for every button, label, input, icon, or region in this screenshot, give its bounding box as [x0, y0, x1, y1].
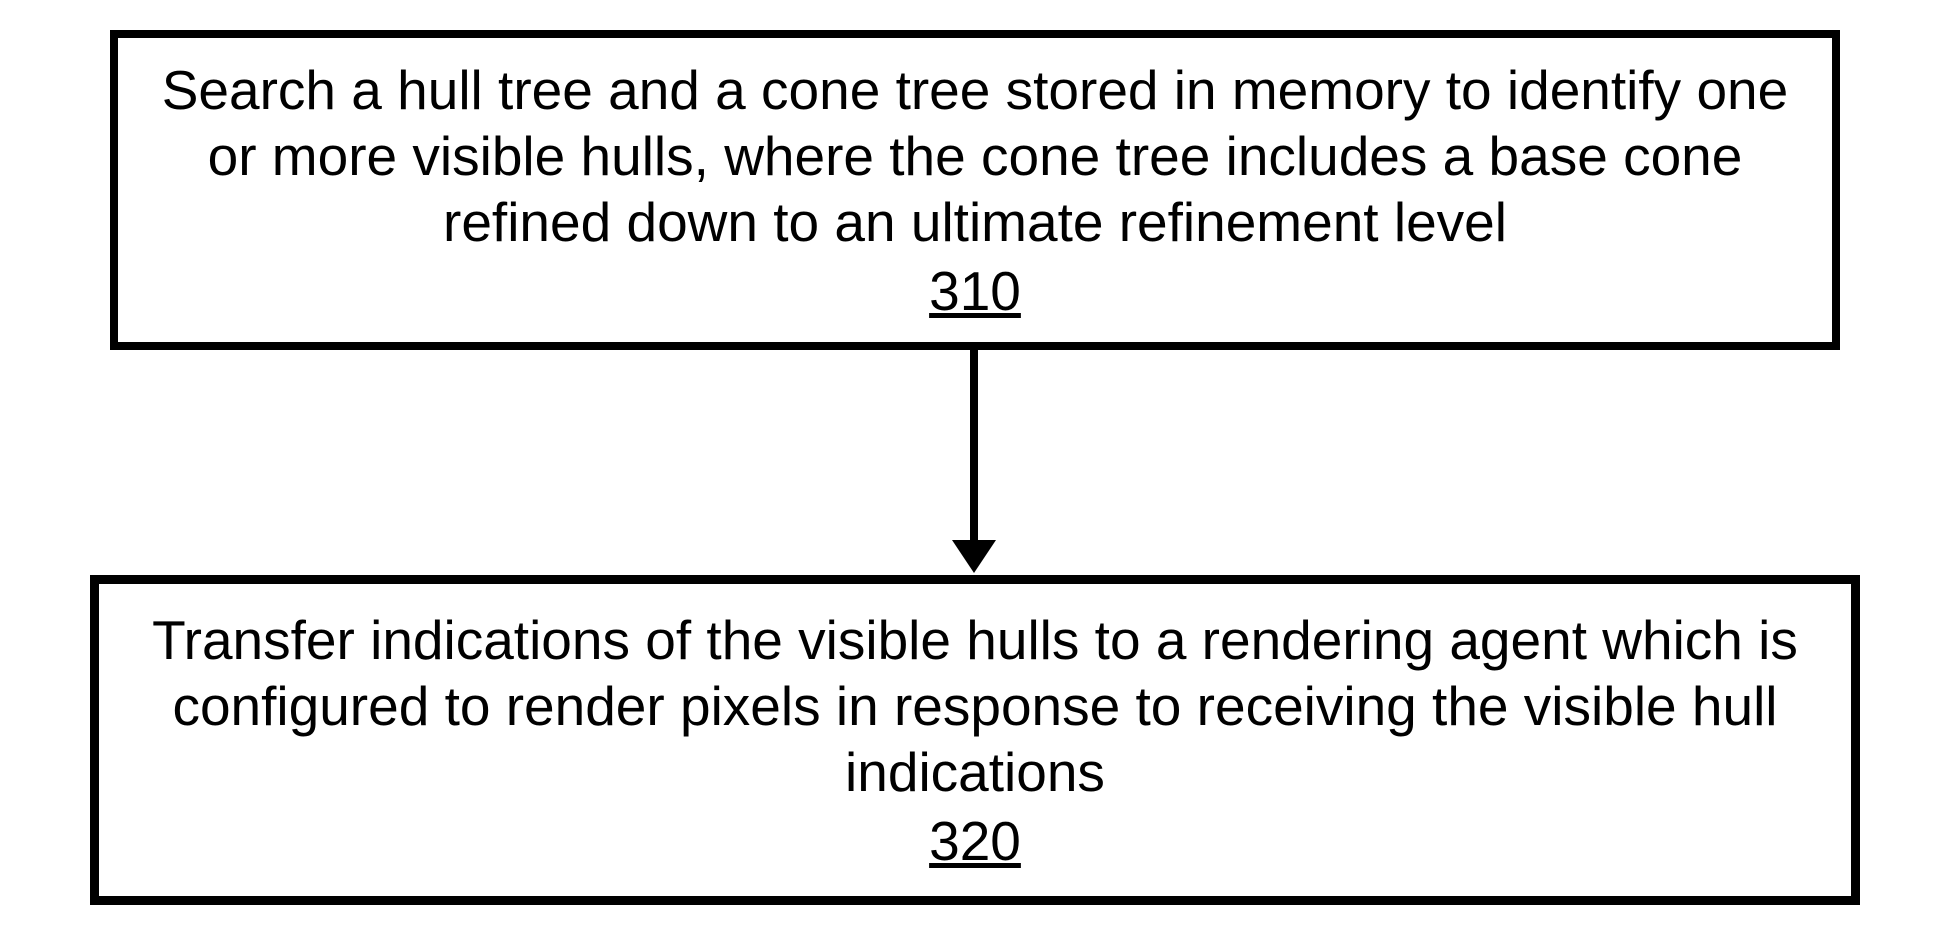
flow-box-ref: 310	[929, 259, 1021, 323]
flow-box-ref: 320	[929, 809, 1021, 873]
flow-box-box1: Search a hull tree and a cone tree store…	[110, 30, 1840, 350]
flow-box-box2: Transfer indications of the visible hull…	[90, 575, 1860, 905]
arrow-head-icon	[952, 540, 996, 573]
flow-box-text: Search a hull tree and a cone tree store…	[148, 57, 1802, 255]
flow-box-text: Transfer indications of the visible hull…	[129, 607, 1821, 805]
arrow-line	[970, 350, 978, 540]
